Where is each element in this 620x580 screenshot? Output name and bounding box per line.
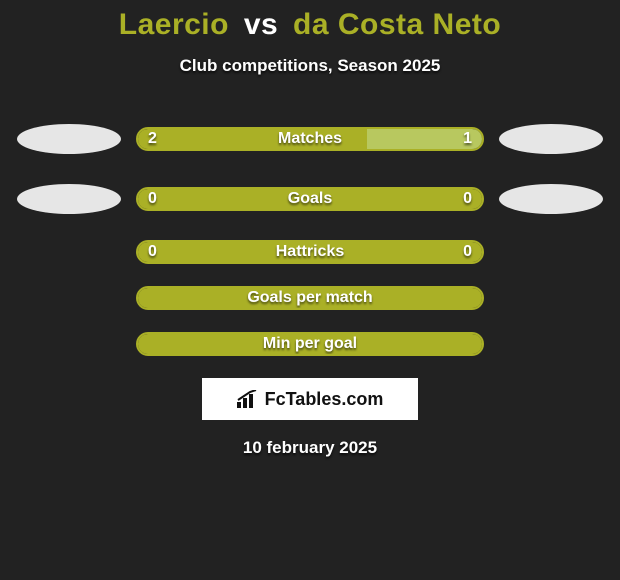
left-value: 0 xyxy=(148,243,157,261)
footer-date: 10 february 2025 xyxy=(0,438,620,458)
stat-bar: 21Matches xyxy=(136,127,484,151)
bar-left: 0 xyxy=(138,189,310,209)
stat-row: 00Hattricks xyxy=(0,240,620,264)
logo-text: FcTables.com xyxy=(265,389,384,410)
vs-label: vs xyxy=(244,8,278,41)
bar-right xyxy=(310,288,482,308)
logo-box: FcTables.com xyxy=(202,378,418,420)
bar-right: 0 xyxy=(310,189,482,209)
stat-bar: Min per goal xyxy=(136,332,484,356)
jersey-icon xyxy=(17,124,121,154)
right-value: 0 xyxy=(463,190,472,208)
jersey-icon xyxy=(499,184,603,214)
stat-bar: 00Goals xyxy=(136,187,484,211)
jersey-icon xyxy=(17,184,121,214)
bar-left: 0 xyxy=(138,242,310,262)
bar-left: 2 xyxy=(138,129,367,149)
jersey-left xyxy=(14,180,124,218)
bar-right: 0 xyxy=(310,242,482,262)
bar-left xyxy=(138,288,310,308)
jersey-right xyxy=(496,180,606,218)
left-value: 0 xyxy=(148,190,157,208)
bar-right xyxy=(310,334,482,354)
stat-row: 00Goals xyxy=(0,180,620,218)
stat-bar: 00Hattricks xyxy=(136,240,484,264)
stat-rows: 21Matches00Goals00HattricksGoals per mat… xyxy=(0,120,620,356)
stat-row: Min per goal xyxy=(0,332,620,356)
bar-left xyxy=(138,334,310,354)
subtitle: Club competitions, Season 2025 xyxy=(0,56,620,76)
comparison-card: Laercio vs da Costa Neto Club competitio… xyxy=(0,0,620,458)
jersey-icon xyxy=(499,124,603,154)
right-value: 0 xyxy=(463,243,472,261)
stat-row: Goals per match xyxy=(0,286,620,310)
right-value: 1 xyxy=(463,130,472,148)
bar-right: 1 xyxy=(367,129,482,149)
jersey-right xyxy=(496,120,606,158)
title: Laercio vs da Costa Neto xyxy=(0,8,620,42)
left-value: 2 xyxy=(148,130,157,148)
chart-icon xyxy=(237,390,259,408)
player1-name: Laercio xyxy=(119,8,229,41)
jersey-left xyxy=(14,120,124,158)
stat-row: 21Matches xyxy=(0,120,620,158)
stat-bar: Goals per match xyxy=(136,286,484,310)
player2-name: da Costa Neto xyxy=(293,8,501,41)
